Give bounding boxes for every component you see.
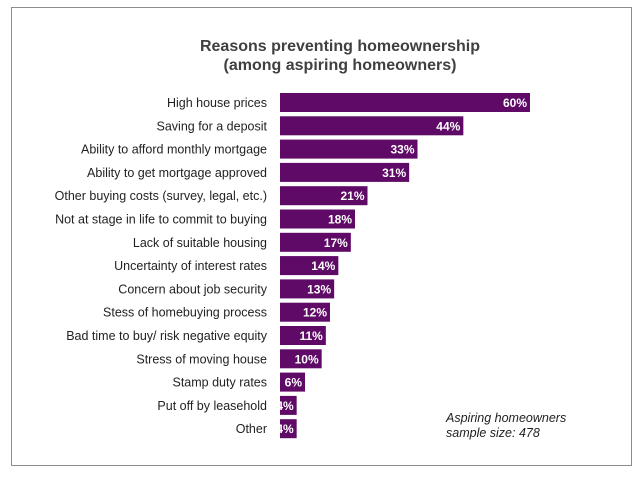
- category-label: High house prices: [167, 96, 267, 110]
- data-label: 13%: [307, 282, 331, 296]
- data-label: 14%: [311, 259, 335, 273]
- bar: [280, 139, 418, 159]
- bar: [280, 326, 326, 345]
- sample-size-note: Aspiring homeowners sample size: 478: [446, 411, 566, 441]
- bar: [280, 209, 355, 229]
- bar: [280, 256, 339, 276]
- category-label: Put off by leasehold: [157, 399, 267, 413]
- category-label: Ability to afford monthly mortgage: [81, 143, 267, 157]
- bar: [280, 186, 368, 206]
- bars-group: High house prices 60% Saving for a deposit…: [55, 93, 530, 439]
- data-label: 4%: [276, 422, 294, 436]
- data-label: 17%: [324, 236, 348, 250]
- bar: [280, 279, 335, 299]
- bar: [280, 93, 530, 112]
- category-label: Concern about job security: [118, 282, 267, 296]
- data-label: 6%: [285, 376, 303, 390]
- bar: [280, 395, 297, 415]
- data-label: 18%: [328, 213, 352, 227]
- category-label: Not at stage in life to commit to buying: [55, 213, 267, 227]
- category-label: Other buying costs (survey, legal, etc.): [55, 189, 267, 203]
- category-label: Ability to get mortgage approved: [87, 166, 267, 180]
- note-line-1: Aspiring homeowners: [446, 411, 567, 425]
- bar: [280, 372, 305, 392]
- category-label: Lack of suitable housing: [133, 236, 267, 250]
- bar: [280, 162, 410, 182]
- data-label: 12%: [303, 306, 327, 320]
- data-label: 44%: [436, 119, 460, 133]
- data-label: 21%: [340, 189, 364, 203]
- data-label: 10%: [295, 352, 319, 366]
- data-label: 60%: [503, 96, 527, 110]
- data-label: 11%: [299, 329, 323, 343]
- bar: [280, 349, 322, 369]
- note-line-2: sample size: 478: [446, 426, 540, 440]
- category-label: Saving for a deposit: [157, 119, 268, 133]
- data-label: 31%: [382, 166, 406, 180]
- category-label: Uncertainty of interest rates: [114, 259, 267, 273]
- bar: [280, 232, 351, 252]
- category-label: Other: [236, 422, 267, 436]
- data-label: 33%: [390, 143, 414, 157]
- category-label: Stress of moving house: [136, 352, 267, 366]
- category-label: Bad time to buy/ risk negative equity: [66, 329, 268, 343]
- category-label: Stamp duty rates: [173, 376, 268, 390]
- chart-title-line-1: Reasons preventing homeownership: [200, 38, 480, 55]
- data-label: 4%: [276, 399, 294, 413]
- bar: [280, 116, 464, 136]
- bar: [280, 302, 330, 322]
- bar: [280, 419, 297, 439]
- chart-title-line-2: (among aspiring homeowners): [224, 57, 457, 74]
- category-label: Stess of homebuying process: [103, 306, 267, 320]
